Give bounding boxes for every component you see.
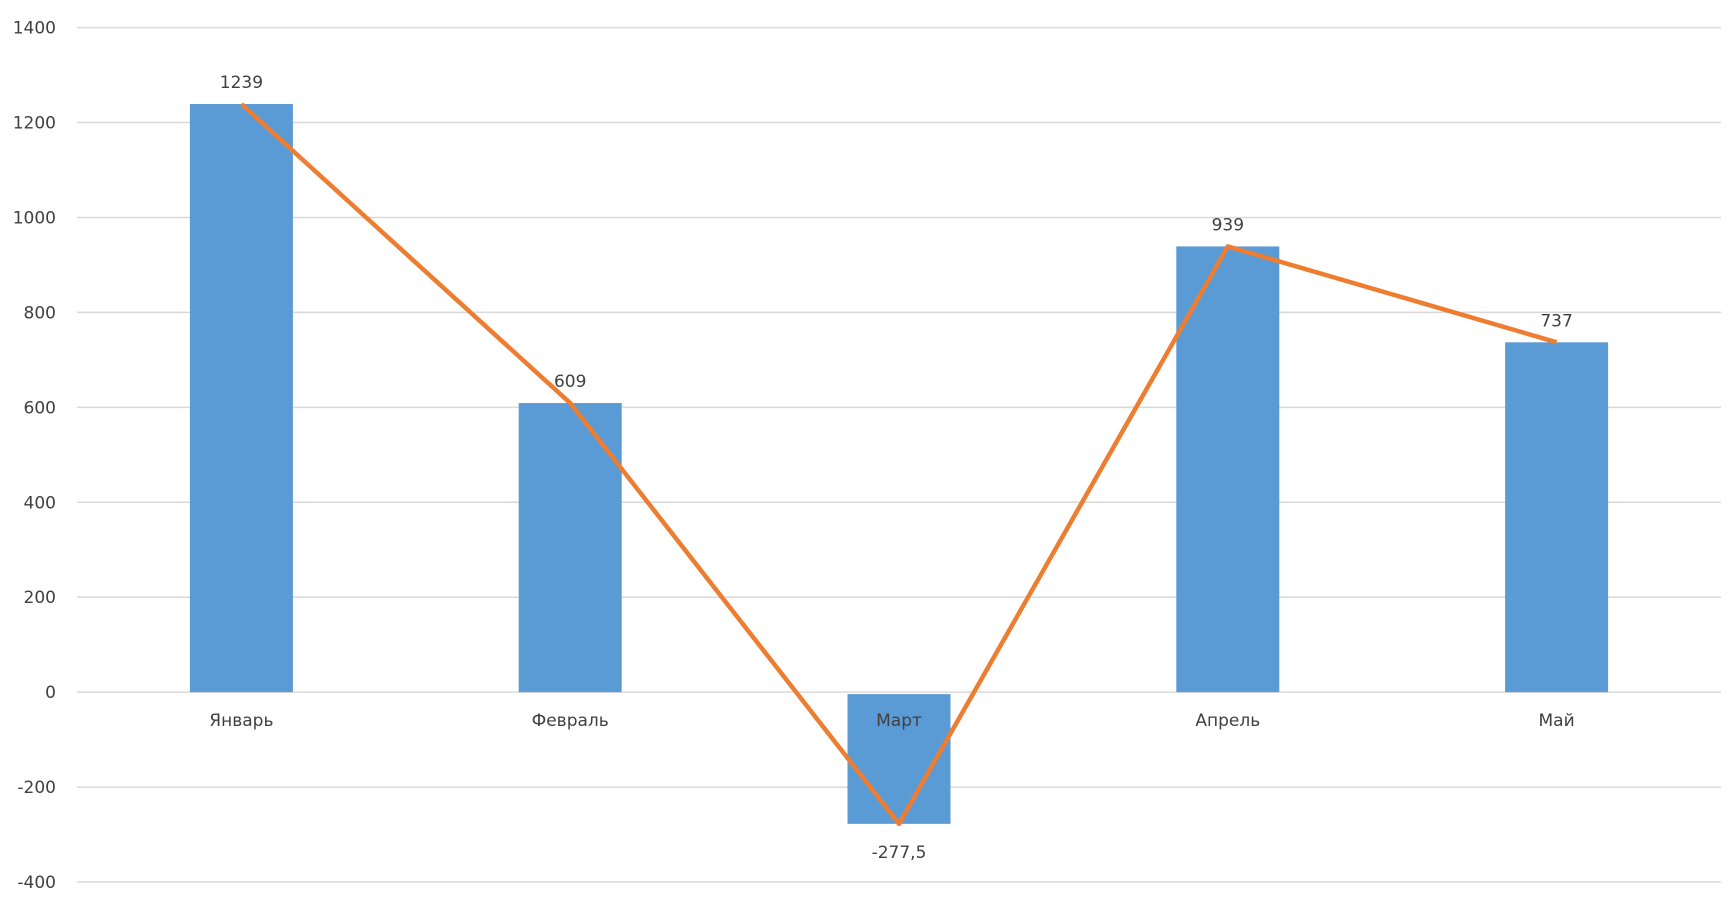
data-label: 939 xyxy=(1212,215,1244,235)
bar xyxy=(1505,342,1608,692)
y-tick-label: 1400 xyxy=(13,19,56,39)
x-tick-label: Март xyxy=(876,711,922,731)
y-tick-label: 1200 xyxy=(13,114,56,134)
y-tick-label: 200 xyxy=(24,588,56,608)
y-tick-label: -400 xyxy=(17,873,56,893)
y-tick-label: 0 xyxy=(45,683,56,703)
data-label: 737 xyxy=(1540,311,1572,331)
x-tick-label: Февраль xyxy=(532,711,609,731)
bar xyxy=(190,104,293,692)
x-tick-label: Май xyxy=(1539,711,1575,731)
y-tick-label: -200 xyxy=(17,778,56,798)
y-tick-label: 1000 xyxy=(13,208,56,228)
data-label: -277,5 xyxy=(872,843,927,863)
y-tick-label: 600 xyxy=(24,398,56,418)
data-label: 609 xyxy=(554,372,586,392)
x-tick-label: Апрель xyxy=(1195,711,1260,731)
data-label: 1239 xyxy=(220,73,263,93)
y-tick-label: 800 xyxy=(24,303,56,323)
x-tick-label: Январь xyxy=(209,711,273,731)
y-tick-label: 400 xyxy=(24,493,56,513)
